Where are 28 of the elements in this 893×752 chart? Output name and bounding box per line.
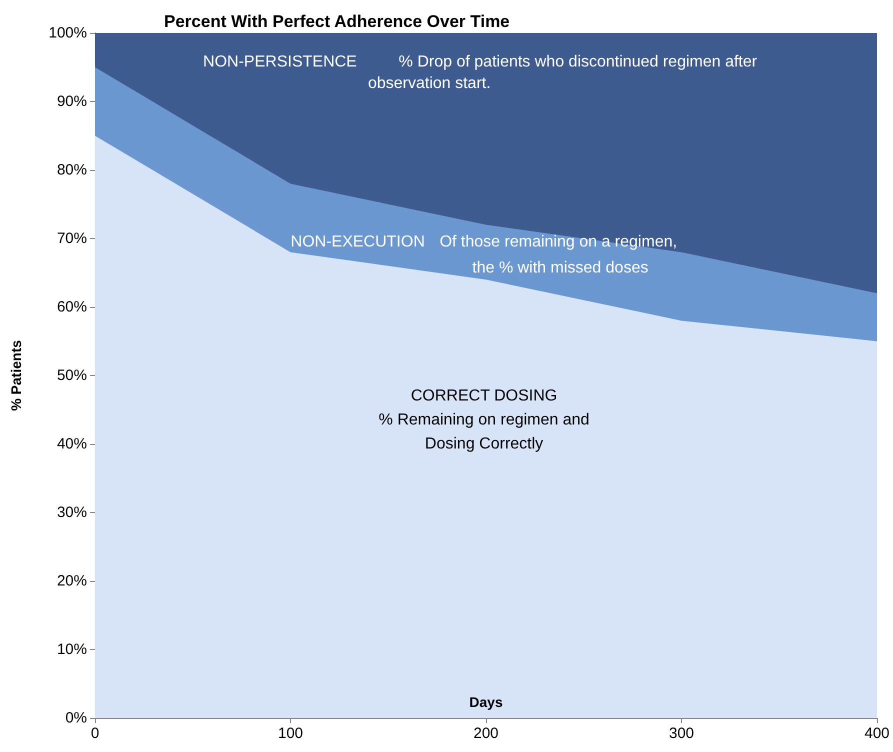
y-tick-label: 90% bbox=[56, 93, 87, 110]
y-tick-label: 100% bbox=[48, 24, 87, 42]
y-tick-label: 60% bbox=[56, 298, 87, 316]
annotation: % Remaining on regimen and bbox=[378, 412, 590, 429]
y-tick-label: 10% bbox=[56, 641, 87, 658]
x-tick-label: 300 bbox=[668, 725, 694, 742]
annotation: the % with missed doses bbox=[472, 259, 648, 276]
y-tick-label: 20% bbox=[56, 572, 87, 590]
annotation: observation start. bbox=[368, 75, 491, 92]
y-axis-title: % Patients bbox=[8, 340, 24, 411]
y-tick-label: 80% bbox=[56, 162, 87, 178]
annotation: NON-PERSISTENCE bbox=[203, 53, 357, 70]
annotation: NON-EXECUTION bbox=[290, 233, 425, 250]
y-tick-label: 40% bbox=[56, 436, 87, 452]
x-tick-label: 400 bbox=[864, 725, 890, 742]
annotation: CORRECT DOSING bbox=[410, 388, 558, 405]
annotation: Dosing Correctly bbox=[424, 436, 544, 452]
y-tick-label: 30% bbox=[56, 504, 87, 521]
y-tick-label: 50% bbox=[56, 367, 87, 384]
annotation: Of those remaining on a regimen, bbox=[440, 233, 678, 250]
annotation: % Drop of patients who discontinued regimen after bbox=[398, 53, 758, 70]
x-axis-title: Days bbox=[469, 694, 503, 710]
y-tick-label: 0% bbox=[65, 710, 87, 726]
y-tick-label: 70% bbox=[56, 230, 87, 247]
x-tick-label: 0 bbox=[90, 725, 100, 742]
chart-title: Percent With Perfect Adherence Over Time bbox=[164, 12, 510, 31]
x-tick-label: 100 bbox=[278, 725, 304, 742]
x-tick-label: 200 bbox=[473, 725, 499, 742]
